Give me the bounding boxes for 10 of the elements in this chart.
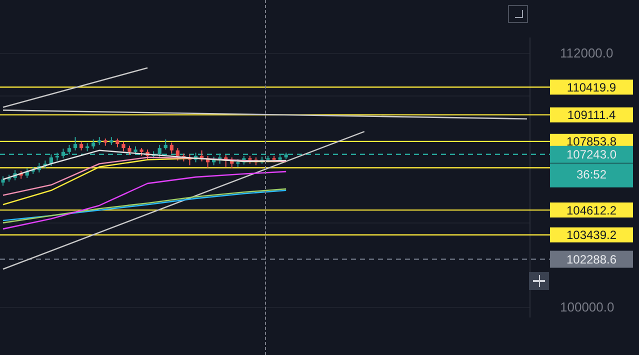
ref-line-label: 103439.2 xyxy=(566,228,617,242)
ref-line-label: 109111.4 xyxy=(567,108,616,122)
ref-line-label: 107243.0 xyxy=(566,148,617,162)
ref-line-label: 110419.9 xyxy=(566,80,616,94)
ref-line-label: 104612.2 xyxy=(566,203,617,218)
y-tick-label: 112000.0 xyxy=(560,45,614,60)
ref-line-label: 102288.6 xyxy=(566,252,617,267)
y-tick-label: 100000.0 xyxy=(560,299,614,314)
ref-line-label: 107853.8 xyxy=(566,134,617,149)
text: 36:52 xyxy=(576,168,607,182)
